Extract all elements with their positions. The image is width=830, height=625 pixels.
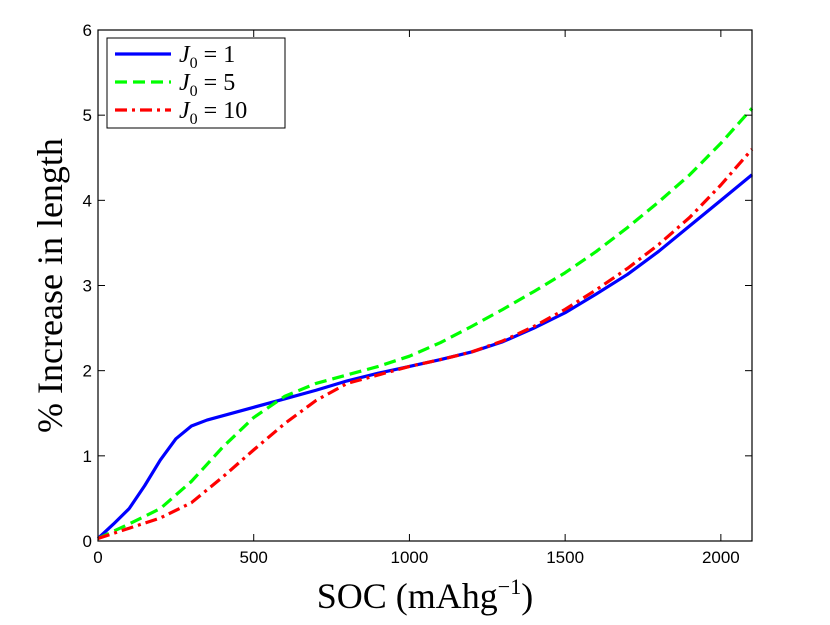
legend-label-base: J bbox=[179, 70, 191, 96]
x-tick-label: 1000 bbox=[391, 548, 429, 567]
y-axis-title: % Increase in length bbox=[30, 138, 70, 433]
series-line-3 bbox=[97, 148, 754, 540]
y-tick-label: 0 bbox=[83, 532, 92, 551]
series-line-1 bbox=[96, 173, 754, 540]
y-tick-label: 6 bbox=[83, 21, 92, 40]
ticks-layer: 0 500 1000 1500 2000 0 1 2 3 4 5 6 bbox=[83, 21, 752, 567]
y-tick-label: 5 bbox=[83, 106, 92, 125]
legend-label-2: J0 = 5 bbox=[179, 70, 235, 100]
legend-label-value: = 10 bbox=[198, 98, 248, 124]
legend-label-subscript: 0 bbox=[190, 55, 198, 72]
y-tick-label: 4 bbox=[83, 191, 92, 210]
legend-label-base: J bbox=[179, 98, 191, 124]
legend: J0 = 1J0 = 5J0 = 10 bbox=[106, 37, 286, 129]
y-tick-label: 3 bbox=[83, 277, 92, 296]
x-axis-title-main: SOC (mAhg bbox=[317, 576, 498, 616]
legend-label-subscript: 0 bbox=[190, 111, 198, 128]
legend-label-value: = 5 bbox=[198, 70, 236, 96]
x-axis-title: SOC (mAhg−1) bbox=[317, 574, 533, 616]
legend-label-base: J bbox=[179, 42, 191, 68]
x-tick-label: 2000 bbox=[702, 548, 740, 567]
legend-label-value: = 1 bbox=[198, 42, 236, 68]
legend-label-3: J0 = 10 bbox=[179, 98, 247, 128]
x-axis-title-end: ) bbox=[521, 576, 533, 616]
series-layer bbox=[96, 107, 754, 540]
legend-label-subscript: 0 bbox=[190, 83, 198, 100]
x-tick-label: 0 bbox=[93, 548, 102, 567]
x-tick-label: 500 bbox=[240, 548, 268, 567]
x-axis-title-superscript: −1 bbox=[498, 574, 521, 599]
y-tick-label: 1 bbox=[83, 447, 92, 466]
series-line-2 bbox=[97, 107, 754, 540]
y-tick-label: 2 bbox=[83, 362, 92, 381]
legend-label-1: J0 = 1 bbox=[179, 42, 235, 72]
x-tick-label: 1500 bbox=[546, 548, 584, 567]
